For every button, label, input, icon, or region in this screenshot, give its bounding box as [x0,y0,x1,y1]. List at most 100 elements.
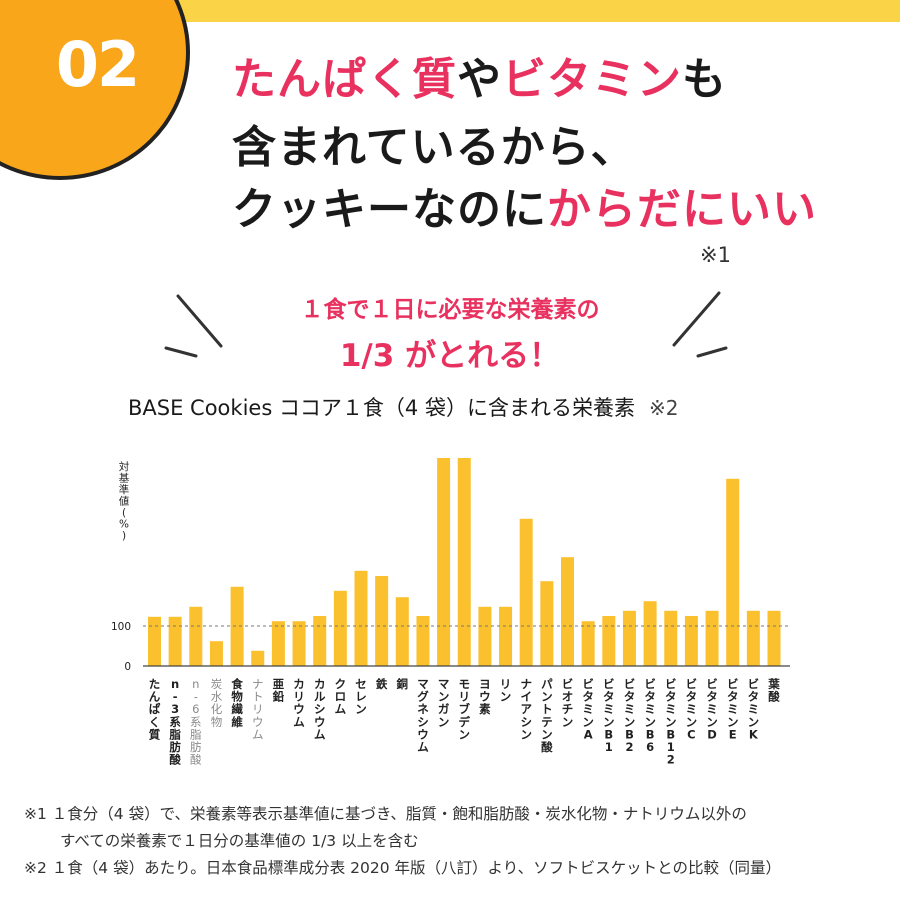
bar-21 [581,621,595,666]
top-band [0,0,900,22]
category-label-char: グ [417,690,429,704]
bar-27 [705,610,719,666]
category-label-26: ビタミン C [686,677,698,741]
category-label-char: 脂 [168,727,181,741]
bar-20 [561,557,574,666]
category-label-char: B [625,727,634,741]
category-label-char: ミ [582,702,594,716]
section-number: 02 [55,28,140,101]
category-label-char: ビ [603,677,615,691]
category-label-char: 鉄 [376,677,388,691]
bar-30 [767,610,781,666]
category-label-char: タ [727,690,739,704]
category-label-char: ン [706,715,718,729]
category-label-char: ン [438,690,450,704]
category-label-char: タ [665,690,677,704]
category-label-char: ビ [644,677,656,691]
category-label-char: ウ [417,727,429,741]
bar-11 [375,576,389,666]
category-label-char: デ [459,715,471,729]
category-label-char: ム [417,740,429,754]
category-label-char: ン [686,715,698,729]
category-label-char: マ [438,677,450,691]
lead-line-2: 1/3 がとれる！ [339,338,561,374]
bar-25 [664,610,678,666]
category-label-char: ン [624,715,636,729]
category-label-char: 銅 [397,677,409,691]
category-label-char: 脂 [190,727,202,741]
bar-14 [437,458,451,666]
category-label-char: ビ [706,677,718,691]
category-label-char: 2 [667,753,675,767]
bar-24 [643,601,657,666]
category-label-char: 化 [211,702,223,716]
bar-26 [684,616,698,666]
category-label-23: ビタミン B 2 [624,677,636,754]
bar-9 [333,590,347,666]
category-label-char: タ [706,690,718,704]
bar-3 [209,641,223,666]
bar-2 [189,606,203,666]
bar-17 [499,606,513,666]
category-label-char: 6 [192,702,199,716]
bar-1 [168,616,182,666]
y-axis-label-char: 準 [119,483,130,496]
category-label-char: タ [644,690,656,704]
headline-line1-segment-0: たんぱく質 [232,54,457,105]
category-label-char: - [194,690,198,704]
category-label-5: ナトリウム [252,677,264,741]
category-label-char: ビ [624,677,636,691]
category-label-char: ン [438,715,450,729]
bar-0 [148,616,161,666]
category-label-char: カ [314,677,326,691]
chart-title-text: BASE Cookies ココア１食（4 袋）に含まれる栄養素 [128,396,635,420]
category-label-char: ビ [665,677,677,691]
category-label-char: 酸 [169,753,181,767]
bar-4 [230,586,244,666]
category-label-char: 3 [171,702,179,716]
category-label-char: テ [541,715,553,729]
category-label-char: ヨ [479,677,491,691]
category-label-char: ミ [644,702,656,716]
headline-line2-segment-0: 含まれているから、 [232,122,636,173]
footnote-1-line-2: すべての栄養素で１日分の基準値の 1/3 以上を含む [60,832,419,850]
category-label-29: ビタミン K [748,677,760,741]
category-label-char: カ [293,677,305,691]
bar-19 [540,581,554,666]
category-label-char: ミ [624,702,636,716]
y-axis-label: 対基準値(%) [119,460,130,542]
category-label-char: 亜 [273,677,285,691]
category-label-char: シ [417,715,429,729]
deco-stroke-left-2 [164,346,198,358]
category-label-char: ン [748,715,760,729]
category-label-16: ヨウ素 [479,677,491,716]
category-label-char: ウ [252,715,264,729]
category-label-24: ビタミン B 6 [644,677,656,754]
category-label-char: ウ [314,715,326,729]
category-label-19: パントテン酸 [541,677,553,754]
headline-note-ref: ※1 [700,243,731,267]
bar-28 [726,478,740,666]
category-label-char: た [149,677,161,691]
category-label-30: 葉酸 [767,677,780,704]
category-label-char: ク [335,677,347,691]
chart-title: BASE Cookies ココア１食（4 袋）に含まれる栄養素 ※2 [128,392,678,422]
y-axis-label-char: 対 [119,460,130,473]
category-label-27: ビタミン D [706,677,718,741]
bar-22 [602,616,616,666]
category-label-char: ン [644,715,656,729]
category-label-char: ミ [665,702,677,716]
category-label-char: n [192,677,199,691]
category-label-char: 酸 [541,740,553,754]
headline-line3-segment-1: からだにいい [547,184,817,235]
category-label-char: ブ [459,702,471,716]
bar-18 [519,518,533,666]
y-axis-label-char: ( [122,507,126,519]
category-label-char: タ [686,690,698,704]
category-label-char: タ [603,690,615,704]
category-label-char: D [707,727,717,741]
category-label-char: ン [665,715,677,729]
category-label-char: ウ [479,690,491,704]
category-label-0: たんぱく質 [149,677,161,741]
